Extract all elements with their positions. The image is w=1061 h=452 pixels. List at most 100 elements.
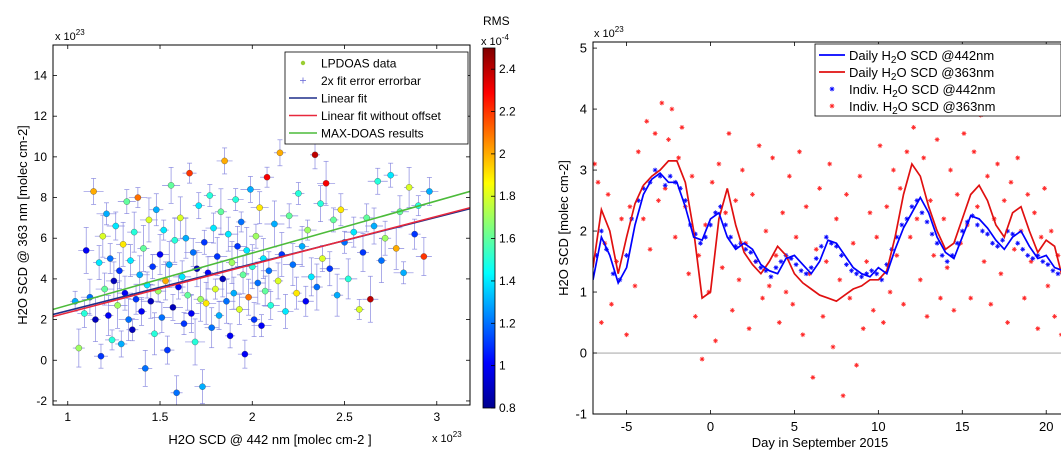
data-point [302,298,310,305]
star-marker [723,222,728,227]
star-marker [849,268,854,273]
x-tick-label: -5 [621,419,633,434]
data-point [160,226,167,234]
left-y-ticks: -2 0 2 4 6 8 10 12 14 [34,69,470,408]
data-point [232,196,239,203]
colorbar-tick-label: 1.8 [499,189,516,203]
colorbar-tick-label: 1 [499,359,506,373]
data-point [101,285,108,293]
data-point [180,320,188,327]
y-tick-label: -1 [575,407,587,422]
star-marker [960,229,965,234]
data-point [99,232,107,240]
star-marker [901,302,906,307]
x-tick-label: 10 [871,419,885,434]
data-point [201,239,208,246]
y-tick-label: 1 [580,285,587,300]
data-point [322,180,330,187]
star-marker [747,326,752,331]
star-marker [911,125,916,130]
colorbar-tick-label: 2 [499,147,506,161]
legend-label: LPDOAS data [321,57,397,71]
star-marker [935,137,940,142]
star-marker [998,271,1003,276]
star-marker [686,271,691,276]
star-marker [1049,229,1054,234]
colorbar-tick-label: 1.2 [499,316,516,330]
data-point [140,245,147,252]
y-tick-label: 0 [40,353,47,367]
data-point [387,171,394,179]
star-marker [809,265,814,270]
star-marker [854,363,859,368]
star-marker [758,265,763,270]
star-marker [1000,238,1005,243]
data-point [293,289,300,297]
error-bars [70,139,439,405]
star-marker [753,259,758,264]
star-marker [653,131,658,136]
data-point [129,326,136,333]
data-point [173,389,180,397]
x-tick-label: 5 [791,419,798,434]
data-point [265,267,273,275]
star-marker [972,149,976,154]
data-point [256,204,263,211]
star-marker [814,256,819,261]
data-point [95,259,103,266]
star-marker [859,274,864,279]
star-marker [1012,247,1017,252]
star-marker [648,247,653,252]
left-x-ticks: 1 1.5 2 2.5 3 [64,45,440,424]
fit-line [53,190,470,311]
data-point [261,287,269,295]
data-point [82,247,90,254]
data-point [228,259,236,266]
data-point [149,263,156,270]
data-point [197,295,204,303]
star-marker [593,162,597,166]
data-point [134,194,142,201]
star-marker [814,247,819,252]
star-marker [804,204,809,209]
data-point [226,332,234,340]
data-point [311,151,319,159]
data-point [282,308,289,315]
star-marker [713,338,718,343]
star-marker [718,204,723,209]
star-marker [878,143,882,148]
star-marker [770,155,775,160]
star-marker [871,308,876,313]
star-marker [1052,314,1057,319]
data-point [208,324,215,331]
star-marker [898,186,903,191]
star-marker [690,174,694,179]
star-marker [644,119,649,124]
right-y-ticks: -1 0 1 2 3 4 5 [575,41,597,422]
star-marker [713,210,718,215]
star-marker [710,180,715,185]
legend-label: Indiv. H2O SCD @442nm [849,82,995,100]
star-marker [830,104,834,108]
star-marker [874,235,879,240]
star-marker [928,198,933,203]
star-marker [955,192,960,197]
star-marker [975,204,980,209]
star-marker [894,253,899,258]
data-point [411,230,418,238]
star-marker [830,87,834,91]
star-marker [945,259,950,264]
star-marker [930,232,935,237]
star-marker [680,125,684,130]
left-y-exponent: x 1023 [55,28,85,43]
star-marker [864,259,869,264]
star-marker [1005,320,1010,325]
star-marker [748,250,753,255]
star-marker [797,149,802,154]
star-marker [1015,155,1020,160]
star-marker [668,174,673,179]
colorbar-ticks: 0.8 1 1.2 1.4 1.6 1.8 2 2.2 2.4 [491,62,516,415]
x-tick-label: 0 [707,419,714,434]
